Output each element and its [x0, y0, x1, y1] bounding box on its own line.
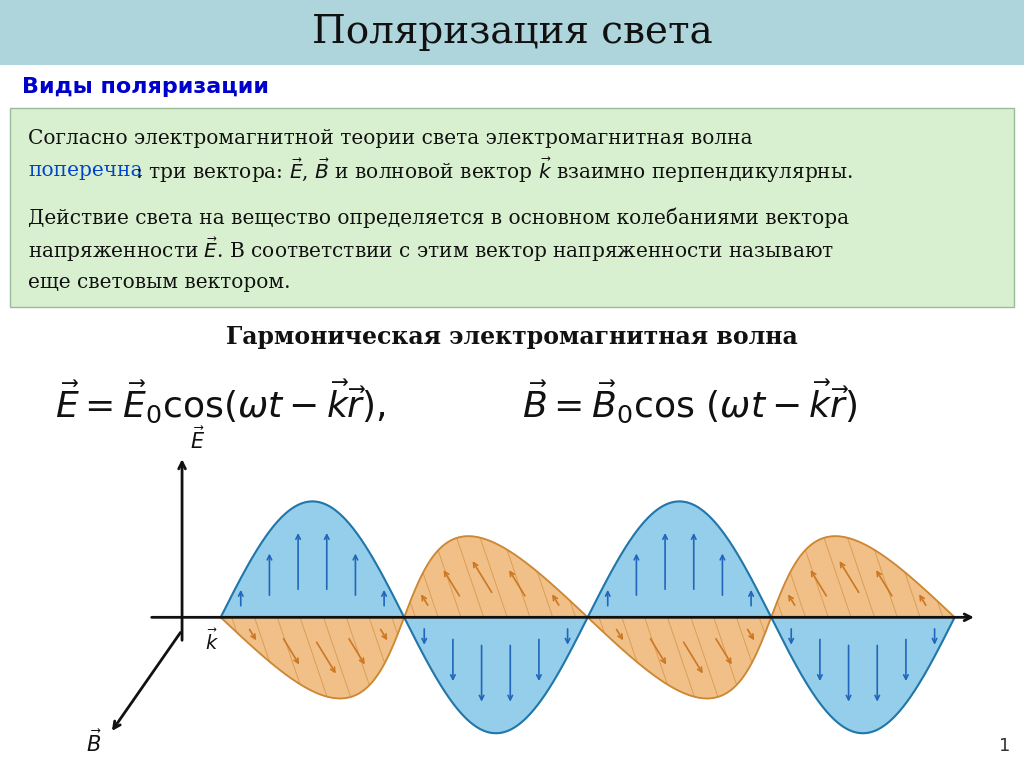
Text: Согласно электромагнитной теории света электромагнитная волна: Согласно электромагнитной теории света э…: [28, 129, 753, 147]
Bar: [0, 0, 1024, 65]
Text: Виды поляризации: Виды поляризации: [22, 77, 269, 97]
Polygon shape: [404, 536, 588, 617]
Text: $\vec{k}$: $\vec{k}$: [206, 629, 219, 654]
Text: : три вектора: $\vec{E}$, $\vec{B}$ и волновой вектор $\vec{k}$ взаимно перпенди: : три вектора: $\vec{E}$, $\vec{B}$ и во…: [135, 155, 853, 185]
Polygon shape: [771, 536, 954, 617]
Text: еще световым вектором.: еще световым вектором.: [28, 272, 291, 291]
Text: Гармоническая электромагнитная волна: Гармоническая электромагнитная волна: [226, 325, 798, 349]
Text: поперечна: поперечна: [28, 160, 142, 179]
Text: напряженности $\vec{E}$. В соответствии с этим вектор напряженности называют: напряженности $\vec{E}$. В соответствии …: [28, 235, 835, 265]
Text: $\vec{B} = \vec{B}_0\cos\,(\omega t - \vec{k}\vec{r})$: $\vec{B} = \vec{B}_0\cos\,(\omega t - \v…: [522, 378, 858, 426]
Text: $\vec{E} = \vec{E}_0\cos(\omega t - \vec{k}\vec{r}),$: $\vec{E} = \vec{E}_0\cos(\omega t - \vec…: [54, 378, 385, 426]
Text: $\vec{B}$: $\vec{B}$: [86, 729, 101, 756]
FancyBboxPatch shape: [10, 108, 1014, 307]
Text: $\vec{E}$: $\vec{E}$: [190, 426, 206, 453]
Text: Действие света на вещество определяется в основном колебаниями вектора: Действие света на вещество определяется …: [28, 208, 849, 229]
Polygon shape: [588, 617, 771, 699]
Polygon shape: [221, 617, 403, 699]
Text: Поляризация света: Поляризация света: [311, 14, 713, 51]
Text: 1: 1: [998, 737, 1010, 755]
